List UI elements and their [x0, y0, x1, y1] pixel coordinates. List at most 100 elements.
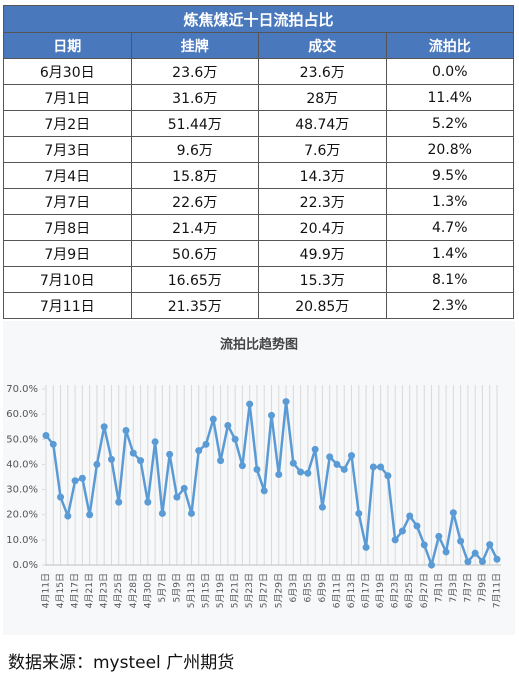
chart-title: 流拍比趋势图 [220, 337, 298, 353]
table-cell: 50.6万 [130, 240, 259, 267]
data-point [151, 438, 159, 446]
x-tick-label: 5月9日 [171, 573, 182, 602]
y-tick-label: 0.0% [13, 560, 38, 571]
table-row: 7月10日 16.65万 15.3万 8.1% [3, 266, 514, 293]
x-tick-label: 6月19日 [375, 573, 386, 608]
data-point [78, 474, 86, 482]
data-point [406, 512, 414, 520]
x-tick-label: 4月11日 [41, 573, 52, 608]
x-tick-label: 6月13日 [346, 573, 357, 608]
x-tick-label: 5月13日 [186, 573, 197, 608]
table-cell: 7月4日 [3, 162, 132, 189]
x-tick-label: 5月23日 [244, 573, 255, 608]
table-cell: 20.4万 [258, 214, 387, 241]
y-tick-label: 20.0% [6, 510, 38, 521]
table-cell: 7月9日 [3, 240, 132, 267]
x-tick-label: 4月23日 [99, 573, 110, 608]
data-point [442, 548, 450, 556]
table-title: 炼焦煤近十日流拍占比 [3, 5, 514, 33]
table-cell: 21.4万 [130, 214, 259, 241]
x-tick-label: 7月9日 [477, 573, 488, 602]
source-note: 数据来源：mysteel 广州期货 [8, 653, 235, 673]
data-point [187, 509, 195, 517]
table-cell: 7月1日 [3, 84, 132, 111]
data-point [362, 543, 370, 551]
table-cell: 1.4% [385, 240, 514, 267]
table-cell: 20.85万 [258, 292, 387, 319]
table-cell: 5.2% [385, 110, 514, 137]
table-cell: 9.6万 [130, 136, 259, 163]
x-tick-label: 4月21日 [84, 573, 95, 608]
data-point [304, 469, 312, 477]
data-point [202, 440, 210, 448]
x-tick-label: 5月15日 [201, 573, 212, 608]
table-row: 7月3日 9.6万 7.6万 20.8% [3, 136, 514, 163]
table-cell: 11.4% [385, 84, 514, 111]
data-point [275, 470, 283, 478]
data-point [137, 457, 145, 465]
table-cell: 22.3万 [258, 188, 387, 215]
table-cell: 49.9万 [258, 240, 387, 267]
table-cell: 22.6万 [130, 188, 259, 215]
table-cell: 2.3% [385, 292, 514, 319]
data-point [311, 445, 319, 453]
x-tick-label: 4月17日 [70, 573, 81, 608]
table-row: 7月2日 51.44万 48.74万 5.2% [3, 110, 514, 137]
y-tick-label: 30.0% [6, 485, 38, 496]
data-point [369, 463, 377, 471]
data-point [464, 558, 472, 566]
data-point [253, 465, 261, 473]
table-row: 6月30日 23.6万 23.6万 0.0% [3, 58, 514, 85]
table-cell: 7月10日 [3, 266, 132, 293]
table-row: 7月4日 15.8万 14.3万 9.5% [3, 162, 514, 189]
y-tick-label: 70.0% [6, 384, 38, 395]
table-cell: 31.6万 [130, 84, 259, 111]
table-cell: 14.3万 [258, 162, 387, 189]
data-point [115, 498, 123, 506]
y-tick-label: 60.0% [6, 409, 38, 420]
data-point [348, 452, 356, 460]
table-cell: 51.44万 [130, 110, 259, 137]
x-tick-label: 6月23日 [390, 573, 401, 608]
data-point [457, 537, 465, 545]
table-cell: 6月30日 [3, 58, 132, 85]
data-point [493, 555, 501, 563]
data-point [238, 462, 246, 470]
table-cell: 48.74万 [258, 110, 387, 137]
data-point [129, 449, 137, 457]
table-cell: 0.0% [385, 58, 514, 85]
data-point [64, 512, 72, 520]
data-point [340, 465, 348, 473]
data-point [217, 457, 225, 465]
x-tick-label: 5月7日 [157, 573, 168, 602]
x-tick-label: 4月30日 [142, 573, 153, 608]
data-point [318, 503, 326, 511]
x-tick-label: 5月19日 [215, 573, 226, 608]
x-tick-label: 6月17日 [361, 573, 372, 608]
x-tick-label: 6月27日 [419, 573, 430, 608]
data-point [297, 468, 305, 476]
column-header: 成交 [258, 32, 387, 59]
table-row: 7月8日 21.4万 20.4万 4.7% [3, 214, 514, 241]
table-cell: 8.1% [385, 266, 514, 293]
data-point [195, 447, 203, 455]
data-point [173, 493, 181, 501]
y-tick-label: 10.0% [6, 535, 38, 546]
data-point [326, 453, 334, 461]
x-tick-label: 7月3日 [448, 573, 459, 602]
table-cell: 9.5% [385, 162, 514, 189]
x-tick-label: 6月25日 [404, 573, 415, 608]
data-point [246, 400, 254, 408]
data-point [428, 561, 436, 569]
table-cell: 21.35万 [130, 292, 259, 319]
data-point [224, 421, 232, 429]
data-point [158, 509, 166, 517]
data-point [435, 532, 443, 540]
x-tick-label: 4月28日 [128, 573, 139, 608]
table-cell: 7.6万 [258, 136, 387, 163]
data-point [166, 450, 174, 458]
data-point [486, 541, 494, 549]
table-cell: 4.7% [385, 214, 514, 241]
x-tick-label: 5月27日 [259, 573, 270, 608]
